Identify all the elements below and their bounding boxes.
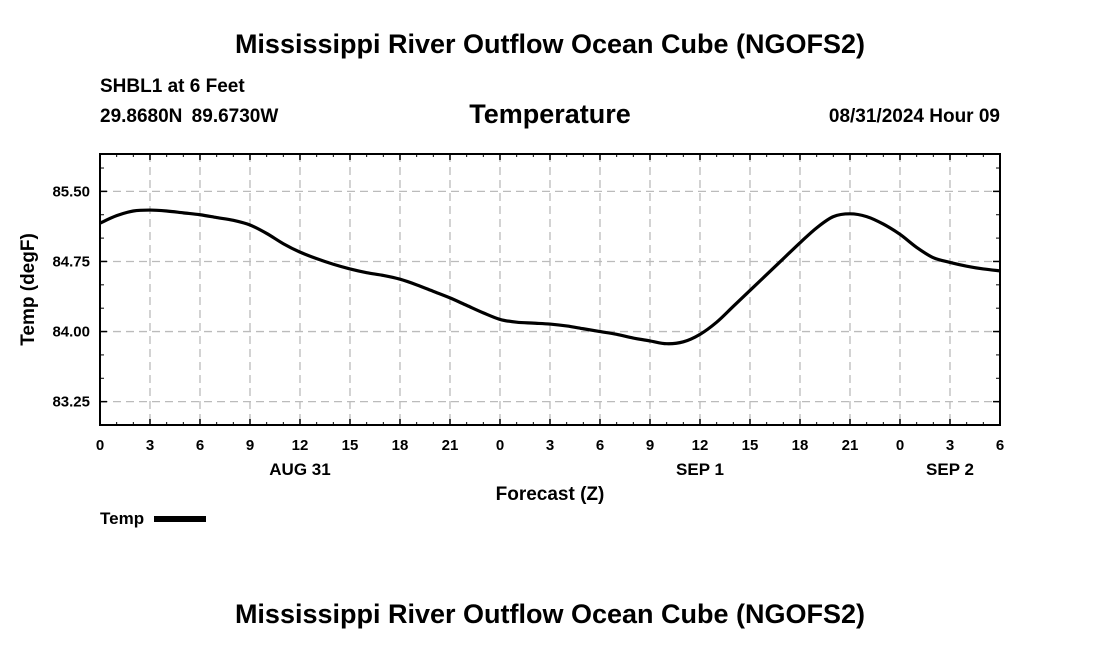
x-tick-label: 18	[392, 437, 409, 454]
x-tick-label: 21	[842, 437, 859, 454]
x-tick-label: 9	[646, 437, 654, 454]
x-tick-label: 0	[896, 437, 904, 454]
x-tick-label: 15	[342, 437, 359, 454]
legend-label: Temp	[100, 509, 145, 528]
station-coordinates: 29.8680N 89.6730W	[100, 106, 279, 127]
x-tick-label: 0	[496, 437, 504, 454]
x-axis-label: Forecast (Z)	[496, 484, 605, 505]
y-tick-label: 84.75	[52, 253, 90, 270]
day-label: SEP 1	[676, 460, 724, 479]
day-label: SEP 2	[926, 460, 974, 479]
x-tick-label: 0	[96, 437, 104, 454]
x-tick-label: 3	[146, 437, 154, 454]
x-tick-label: 6	[596, 437, 604, 454]
x-tick-label: 12	[292, 437, 309, 454]
station-label: SHBL1 at 6 Feet	[100, 76, 245, 97]
legend-line-swatch	[154, 516, 207, 522]
chart-title: Temperature	[469, 99, 631, 129]
x-tick-label: 21	[442, 437, 459, 454]
forecast-datetime: 08/31/2024 Hour 09	[828, 106, 1000, 127]
y-tick-label: 85.50	[52, 183, 90, 200]
footer-title: Mississippi River Outflow Ocean Cube (NG…	[234, 599, 866, 629]
y-tick-label: 84.00	[52, 324, 90, 341]
x-tick-label: 3	[546, 437, 554, 454]
x-tick-label: 12	[692, 437, 709, 454]
x-tick-label: 9	[246, 437, 254, 454]
day-label: AUG 31	[269, 460, 330, 479]
y-axis-label: Temp (degF)	[18, 233, 39, 346]
x-tick-label: 18	[792, 437, 809, 454]
x-tick-label: 6	[196, 437, 204, 454]
x-tick-label: 3	[946, 437, 954, 454]
temp-series-line	[99, 208, 1001, 346]
chart-legend: Temp	[100, 509, 207, 529]
page-title: Mississippi River Outflow Ocean Cube (NG…	[234, 29, 866, 59]
x-tick-label: 6	[996, 437, 1004, 454]
plot-frame	[99, 153, 1001, 426]
x-tick-label: 15	[742, 437, 759, 454]
y-tick-label: 83.25	[52, 394, 90, 411]
